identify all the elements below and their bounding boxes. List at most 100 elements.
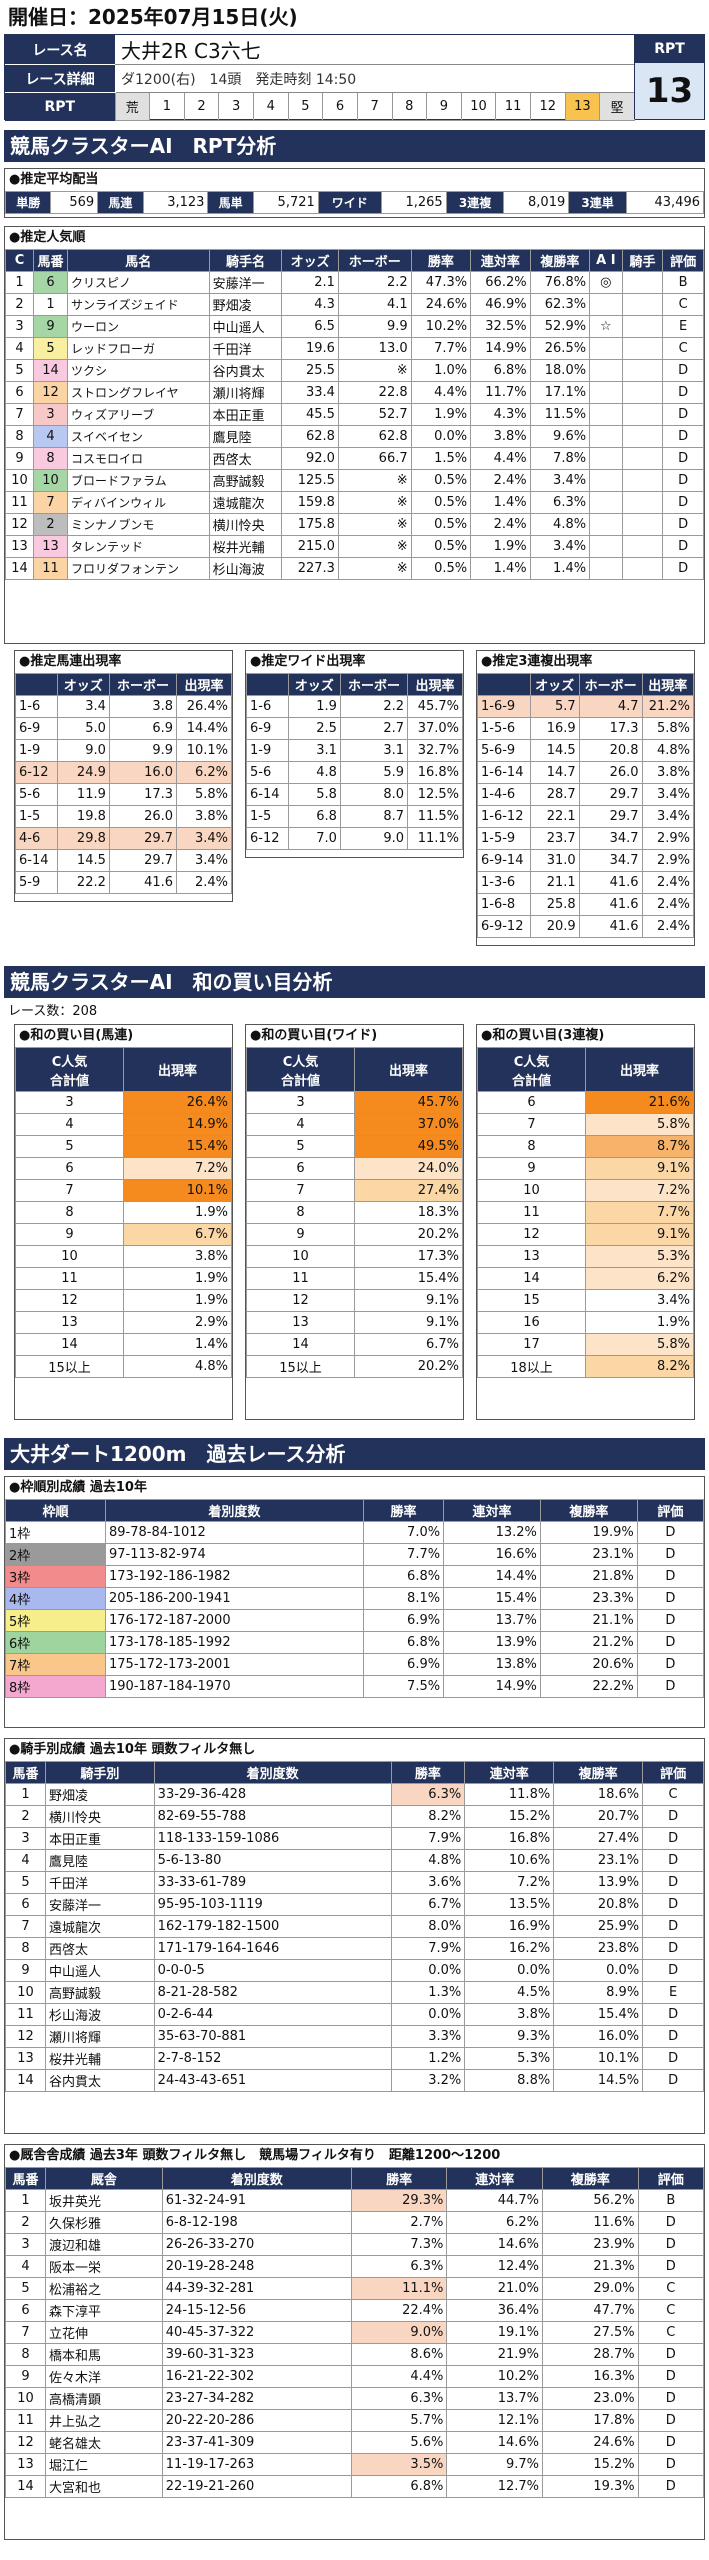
jockey-row: 4 鷹見陸 5-6-13-80 4.8% 10.6% 23.1% D — [5, 1849, 704, 1872]
rpt-value: 13 — [635, 63, 704, 119]
bloodline-cell: 20-22-20-286 — [161, 2409, 352, 2432]
est_trio-row: 1-3-6 21.1 41.6 2.4% — [477, 871, 695, 894]
popularity-cell: 杉山海波 — [208, 557, 283, 580]
bloodline-cell: 大宮和也 — [45, 2475, 163, 2498]
bloodline-cell: 15.2% — [542, 2453, 639, 2476]
bloodline-cell: 19.1% — [446, 2321, 544, 2344]
est_wide-row: 6-14 5.8 8.0 12.5% — [246, 783, 463, 806]
wa_uma-sum: 5 — [15, 1135, 124, 1158]
est_wide-row: 5-6 4.8 5.9 16.8% — [246, 761, 463, 784]
wa_wide-row: 11 15.4% — [246, 1267, 463, 1290]
bloodline-cell: 坂井英光 — [45, 2189, 163, 2212]
popularity-cell: 1.4% — [529, 557, 591, 580]
bloodline-cell: D — [637, 2453, 705, 2476]
est_trio-cell: 14.5 — [529, 739, 580, 762]
popularity-cell — [589, 491, 623, 514]
popularity-cell: 4.4% — [410, 381, 472, 404]
waku-cell: D — [636, 1653, 705, 1676]
est_wide-cell: 4.8 — [287, 761, 341, 784]
payout-type: 馬単 — [207, 191, 254, 214]
jockey-cell: D — [642, 2003, 704, 2026]
wa_trio-sum: 16 — [477, 1311, 586, 1334]
wa_trio-rate: 3.4% — [585, 1289, 694, 1312]
jockey-cell: 13 — [5, 2047, 46, 2070]
jockey-cell: 16.2% — [464, 1937, 555, 1960]
popularity-header-cell: C — [5, 249, 34, 272]
est_trio-header-cell: 出現率 — [641, 673, 695, 696]
popularity-cell: 10.2% — [410, 315, 472, 338]
waku-cell: 15.4% — [443, 1587, 541, 1610]
popularity-header-cell: 勝率 — [410, 249, 472, 272]
popularity-cell: 1 — [5, 271, 34, 294]
bloodline-cell: 29.3% — [350, 2189, 448, 2212]
popularity-cell: D — [662, 535, 704, 558]
wa_wide-sum: 5 — [246, 1135, 355, 1158]
waku-cell: 20.6% — [539, 1653, 638, 1676]
popularity-header-cell: 騎手 — [621, 249, 664, 272]
jockey-cell: 171-179-164-1646 — [153, 1937, 392, 1960]
est_trio-cell: 1-5-9 — [477, 827, 531, 850]
popularity-cell: 1.9% — [410, 403, 472, 426]
popularity-cell — [621, 447, 664, 470]
wa_uma-header-cell: 出現率 — [123, 1047, 232, 1092]
bloodline-cell: 23.0% — [542, 2387, 639, 2410]
waku-cell: 8枠 — [5, 1675, 106, 1698]
wa_trio-row: 17 5.8% — [477, 1333, 694, 1356]
rpt-section-title: 競馬クラスターAI RPT分析 — [4, 130, 705, 162]
popularity-cell: 4.1 — [337, 293, 412, 316]
popularity-cell: 4 — [33, 425, 68, 448]
popularity-cell: 0.5% — [410, 469, 472, 492]
est_uma-cell: 16.0 — [108, 761, 178, 784]
est_trio-cell: 20.8 — [578, 739, 643, 762]
est_wide-cell: 37.0% — [407, 717, 463, 740]
waku-cell: 190-187-184-1970 — [105, 1675, 364, 1698]
wa-trio-panel: ●和の買い目(3連複) C人気 合計値 出現率 6 21.6% 7 5.8% 8 8.7% 9 9… — [476, 1024, 695, 1420]
jockey-cell: 3 — [5, 1827, 46, 1850]
waku-row: 3枠 173-192-186-1982 6.8% 14.4% 21.8% D — [5, 1565, 705, 1588]
est-trio-panel: ●推定3連複出現率 オッズ ホーボー 出現率 1-6-9 5.7 4.7 21.2% 1-5-… — [476, 650, 695, 946]
jockey-row: 10 高野誠毅 8-21-28-582 1.3% 4.5% 8.9% E — [5, 1981, 704, 2004]
popularity-cell — [589, 447, 623, 470]
bloodline-cell: 蛯名雄太 — [45, 2431, 163, 2454]
est_wide-cell: 6-14 — [246, 783, 289, 806]
bloodline-cell: C — [637, 2321, 705, 2344]
waku-header-cell: 勝率 — [362, 1499, 445, 1522]
est_wide-cell: 8.7 — [339, 805, 409, 828]
jockey-cell: 5-6-13-80 — [153, 1849, 392, 1872]
bloodline-cell: 12.4% — [446, 2255, 544, 2278]
popularity-cell — [589, 425, 623, 448]
popularity-cell: 52.9% — [529, 315, 591, 338]
past-section-title: 大井ダート1200m 過去レース分析 — [4, 1438, 705, 1470]
bloodline-cell: 11 — [5, 2409, 46, 2432]
wa_wide-rate: 20.2% — [354, 1223, 463, 1246]
bloodline-cell: 9.7% — [446, 2453, 544, 2476]
jockey-cell: 11 — [5, 2003, 46, 2026]
waku-cell: 3枠 — [5, 1565, 106, 1588]
jockey-header-cell: 騎手別 — [45, 1761, 155, 1784]
jockey-cell: 24-43-43-651 — [153, 2069, 392, 2092]
bloodline-row: 10 高橋清顕 23-27-34-282 6.3% 13.7% 23.0% D — [5, 2387, 705, 2410]
wa_uma-sum: 3 — [15, 1091, 124, 1114]
bloodline-cell: 40-45-37-322 — [161, 2321, 352, 2344]
popularity-cell: 26.5% — [529, 337, 591, 360]
est_wide-cell: 3.1 — [287, 739, 341, 762]
payout-value: 43,496 — [625, 191, 705, 214]
waku-cell: 205-186-200-1941 — [105, 1587, 364, 1610]
bloodline-cell: 松浦裕之 — [45, 2277, 163, 2300]
popularity-cell — [589, 403, 623, 426]
est_uma-row: 5-6 11.9 17.3 5.8% — [15, 783, 232, 806]
wa_trio-sum: 18以上 — [477, 1355, 586, 1378]
rpt-scale-label: RPT — [5, 92, 115, 121]
popularity-cell: 62.8 — [337, 425, 412, 448]
wa-trio-title: ●和の買い目(3連複) — [481, 1028, 605, 1043]
popularity-cell: 10 — [5, 469, 34, 492]
est_wide-cell: 5.8 — [287, 783, 341, 806]
jockey-panel: ●騎手別成績 過去10年 頭数フィルタ無し 馬番 騎手別 着別度数 勝率 連対率 複勝率評… — [4, 1738, 705, 2134]
popularity-header-cell: 評価 — [662, 249, 704, 272]
est_uma-header-cell — [15, 673, 58, 696]
wa_uma-rate: 1.9% — [123, 1289, 232, 1312]
race-name-label: レース名 — [5, 35, 115, 65]
rpt-scale-cell: 11 — [495, 92, 531, 121]
popularity-cell: 中山遥人 — [208, 315, 283, 338]
wa_wide-sum: 15以上 — [246, 1355, 355, 1378]
